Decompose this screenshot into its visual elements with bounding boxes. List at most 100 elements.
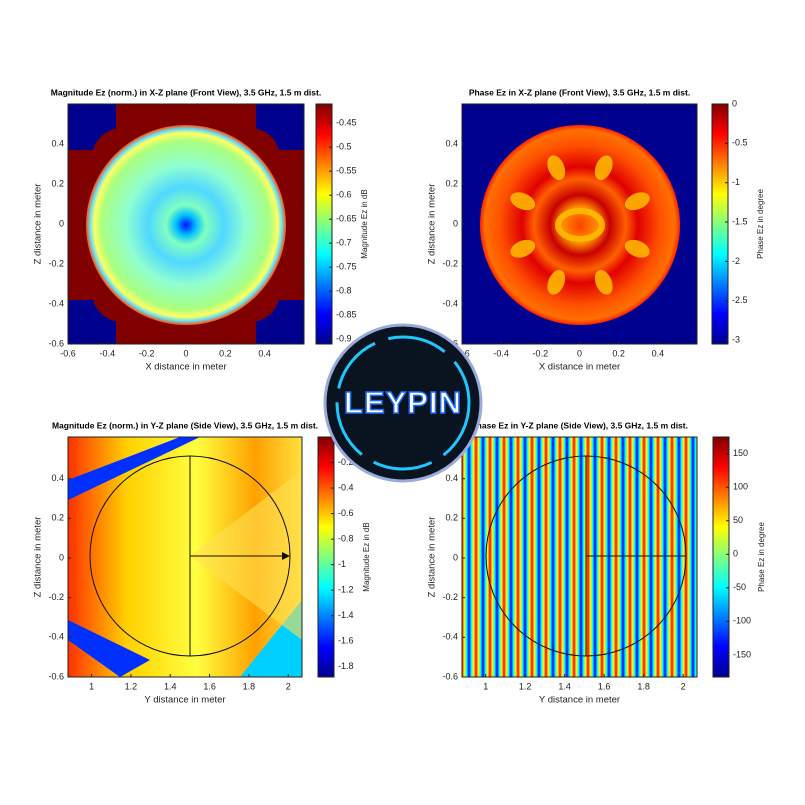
y-tick-label: 0 xyxy=(453,552,458,562)
x-axis-label: Y distance in meter xyxy=(539,695,620,706)
x-tick-label: -0.4 xyxy=(493,348,509,358)
colorbar-tick-label: -1 xyxy=(732,177,740,187)
x-tick-label: -0.4 xyxy=(100,348,116,358)
heatmap-image xyxy=(462,437,697,677)
x-tick-label: 1.6 xyxy=(203,681,216,691)
pattern-spot xyxy=(510,239,536,258)
colorbar-tick-label: -1.8 xyxy=(338,661,354,671)
chart-title: Magnitude Ez (norm.) in X-Z plane (Front… xyxy=(51,87,321,97)
x-tick-label: 1 xyxy=(483,681,488,691)
colorbar-tick-label: 0 xyxy=(733,549,738,559)
heatmap-image xyxy=(462,104,697,344)
y-tick-label: 0.2 xyxy=(51,178,64,188)
x-tick-label: 0.2 xyxy=(219,348,232,358)
y-tick-label: 0.2 xyxy=(51,513,64,523)
pattern-spot xyxy=(510,192,536,211)
x-tick-label: 0 xyxy=(577,348,582,358)
y-tick-label: -0.2 xyxy=(442,258,458,268)
colorbar-tick-label: -2 xyxy=(732,256,740,266)
colorbar-tick-label: 50 xyxy=(733,515,743,525)
y-tick-label: 0 xyxy=(59,552,64,562)
x-tick-label: -0.2 xyxy=(139,348,155,358)
y-tick-label: -0.6 xyxy=(48,338,64,348)
y-tick-label: -0.2 xyxy=(442,592,458,602)
x-tick-label: 1.4 xyxy=(558,681,571,691)
y-tick-label: 0.2 xyxy=(445,513,458,523)
colorbar-tick-label: -0.75 xyxy=(336,262,357,272)
plot-frame xyxy=(461,436,698,678)
y-tick-label: 0.4 xyxy=(445,473,458,483)
x-tick-label: 2 xyxy=(681,681,686,691)
colorbar-label: Phase Ez in degree xyxy=(757,522,766,592)
pattern-spot xyxy=(594,269,613,295)
colorbar-tick-label: -2.5 xyxy=(732,295,748,305)
x-tick-label: -0.6 xyxy=(60,348,76,358)
logo-text: LEYPIN xyxy=(344,385,462,420)
colorbar-tick-label: -0.2 xyxy=(338,457,354,467)
colorbar-tick-label: -150 xyxy=(733,649,751,659)
y-tick-label: 0.4 xyxy=(445,138,458,148)
x-axis-label: Y distance in meter xyxy=(144,695,225,706)
y-axis-label: Z distance in meter xyxy=(33,517,44,598)
colorbar-tick-label: -0.8 xyxy=(338,534,354,544)
colorbar-tick-label: -0.9 xyxy=(336,334,352,344)
colorbar xyxy=(711,103,729,345)
colorbar-tick-label: -0.65 xyxy=(336,214,357,224)
y-axis-label: Z distance in meter xyxy=(33,184,44,265)
colorbar-label: Magnitude Ez in dB xyxy=(362,522,371,591)
colorbar-label: Magnitude Ez in dB xyxy=(360,189,369,258)
colorbar-tick-label: 100 xyxy=(733,482,748,492)
pattern-spot xyxy=(547,155,566,181)
y-axis-label: Z distance in meter xyxy=(427,517,438,598)
x-axis-label: X distance in meter xyxy=(145,362,226,373)
x-tick-label: -0.2 xyxy=(533,348,549,358)
colorbar-tick-label: -100 xyxy=(733,616,751,626)
y-tick-label: 0 xyxy=(453,218,458,228)
colorbar-tick-label: -1.2 xyxy=(338,585,354,595)
colorbar-tick-label: -0.7 xyxy=(336,238,352,248)
y-tick-label: 0.4 xyxy=(51,473,64,483)
y-tick-label: -0.6 xyxy=(442,671,458,681)
colorbar-tick-label: -50 xyxy=(733,582,746,592)
x-tick-label: 1.6 xyxy=(598,681,611,691)
colorbar-tick-label: -0.6 xyxy=(336,190,352,200)
y-tick-label: 0 xyxy=(59,218,64,228)
pattern-spot xyxy=(624,239,650,258)
colorbar-tick-label: -0.85 xyxy=(336,310,357,320)
colorbar-tick-label: -0.4 xyxy=(338,482,354,492)
pattern-spot xyxy=(624,192,650,211)
x-tick-label: 1.2 xyxy=(125,681,138,691)
pattern-spot xyxy=(547,269,566,295)
x-tick-label: 1.8 xyxy=(637,681,650,691)
colorbar-tick-label: -1 xyxy=(338,559,346,569)
heatmap-image xyxy=(68,437,302,677)
colorbar-tick-label: 150 xyxy=(733,448,748,458)
colorbar-tick-label: -0.5 xyxy=(336,142,352,152)
colorbar-tick-label: -0.5 xyxy=(732,138,748,148)
heatmap-image xyxy=(68,104,304,344)
x-tick-label: 0.4 xyxy=(652,348,665,358)
colorbar-label: Phase Ez in degree xyxy=(756,189,765,259)
colorbar-tick-label: 0 xyxy=(732,98,737,108)
x-tick-label: 1.4 xyxy=(164,681,177,691)
x-axis-label: X distance in meter xyxy=(539,362,620,373)
colorbar xyxy=(712,436,730,678)
pattern-spot xyxy=(555,208,605,242)
colorbar-tick-label: -0.6 xyxy=(338,508,354,518)
y-tick-label: 0.4 xyxy=(51,138,64,148)
x-tick-label: 0.4 xyxy=(258,348,271,358)
x-tick-label: 1.2 xyxy=(519,681,532,691)
chart-title: Phase Ez in Y-Z plane (Side View), 3.5 G… xyxy=(471,420,688,430)
plot-frame xyxy=(67,436,303,678)
colorbar-tick-label: -1.6 xyxy=(338,636,354,646)
x-tick-label: 1.8 xyxy=(243,681,256,691)
y-tick-label: -0.6 xyxy=(48,671,64,681)
y-tick-label: -0.4 xyxy=(48,298,64,308)
x-tick-label: 1 xyxy=(89,681,94,691)
logo: LEYPIN xyxy=(323,323,483,483)
pattern-spot xyxy=(594,155,613,181)
colorbar-tick-label: -0.55 xyxy=(336,166,357,176)
chart-title: Phase Ez in X-Z plane (Front View), 3.5 … xyxy=(469,87,690,97)
x-tick-label: 0 xyxy=(183,348,188,358)
